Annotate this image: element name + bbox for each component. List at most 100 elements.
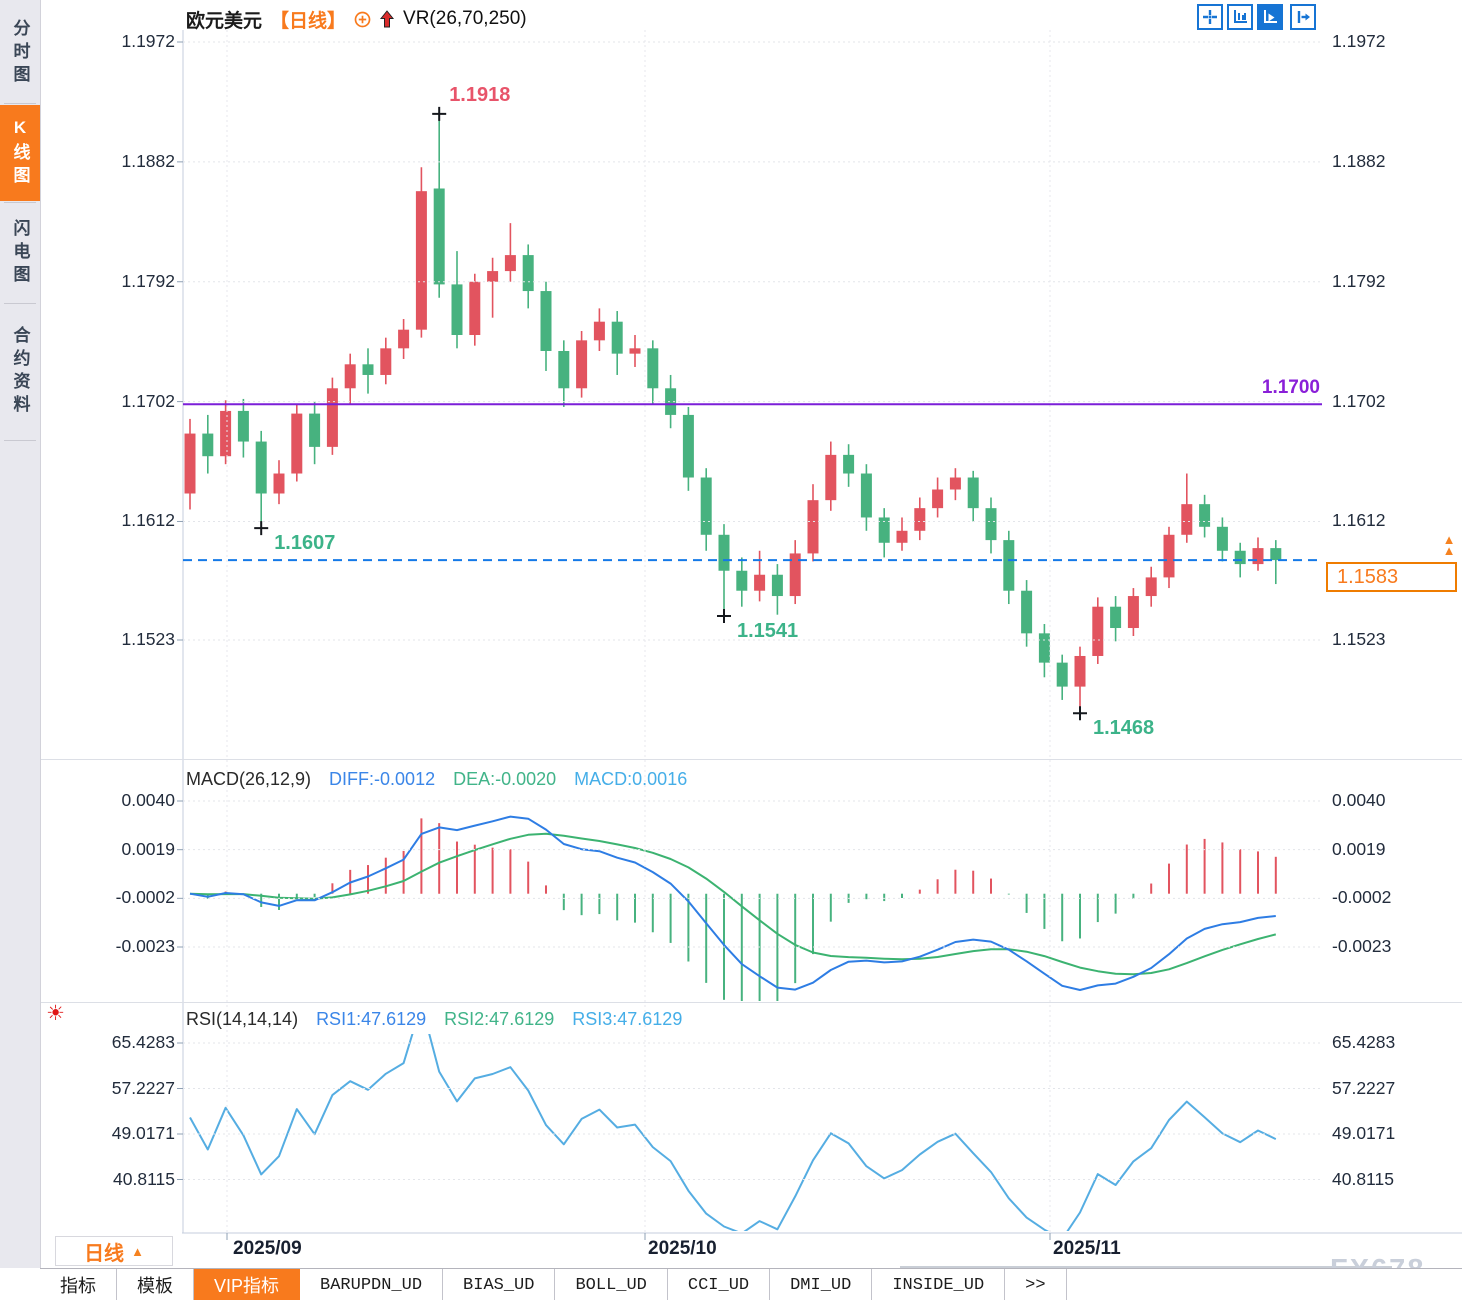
period-selector-button[interactable]: 日线 ▲ — [55, 1236, 173, 1266]
macd-bar-value: MACD:0.0016 — [574, 768, 688, 789]
period-tag: 【日线】 — [270, 10, 347, 32]
period-label: 日线 — [84, 1242, 125, 1265]
y-axis-label: 57.2227 — [111, 1077, 175, 1098]
scrollbar-track[interactable] — [900, 1266, 1392, 1268]
candlestick — [807, 500, 819, 554]
current-price-box: 1.1583 — [1326, 562, 1457, 592]
tab-dmi-ud[interactable]: DMI_UD — [770, 1269, 873, 1300]
bottom-tab-bar: 指标 模板 VIP指标 BARUPDN_UD BIAS_UD BOLL_UD C… — [40, 1268, 1462, 1300]
candlestick — [629, 348, 641, 354]
diff-line — [189, 815, 1276, 991]
candlestick — [967, 477, 979, 509]
sidebar-item-label: K线图 — [10, 117, 30, 189]
y-axis-label: 0.0040 — [121, 790, 175, 810]
price-header: 欧元美元 【日线】 VR(26,70,250) — [186, 6, 527, 32]
candlestick — [1145, 577, 1157, 597]
candlestick — [220, 410, 232, 457]
high-price-annotation: 1.1918 — [449, 83, 511, 106]
candlestick — [914, 508, 926, 531]
candlestick — [504, 255, 516, 272]
divider — [4, 202, 36, 203]
candlestick — [415, 191, 427, 330]
sidebar-item-contract-info[interactable]: 合约资料 — [0, 308, 40, 436]
divider — [4, 303, 36, 304]
sidebar-item-label: 闪电图 — [10, 218, 30, 288]
detach-icon[interactable] — [1290, 4, 1316, 30]
y-axis-label: 1.1612 — [121, 510, 175, 531]
y-axis-label: 1.1702 — [1332, 390, 1386, 411]
sidebar-item-timechart[interactable]: 分时图 — [0, 6, 40, 100]
tab-templates[interactable]: 模板 — [117, 1269, 194, 1300]
y-axis-label: 1.1972 — [1332, 31, 1386, 51]
y-axis-label: 49.0171 — [111, 1123, 175, 1143]
cross-marker — [1073, 706, 1087, 721]
candlestick — [1181, 504, 1193, 535]
candlestick — [754, 574, 766, 591]
hline-price-label: 1.1700 — [1261, 377, 1320, 398]
sidebar-item-label: 分时图 — [10, 18, 30, 88]
low-price-annotation: 1.1607 — [274, 532, 336, 555]
candlestick — [1092, 606, 1104, 656]
candlestick — [1252, 548, 1264, 565]
candlestick — [344, 364, 356, 389]
y-axis-label: 57.2227 — [1332, 1077, 1396, 1098]
candlestick — [665, 388, 677, 415]
y-axis-label: -0.0002 — [1332, 887, 1392, 908]
sidebar-item-flashchart[interactable]: 闪电图 — [0, 205, 40, 301]
tab-barupdn-ud[interactable]: BARUPDN_UD — [300, 1269, 444, 1300]
candlestick — [1056, 662, 1068, 687]
overlay-indicator-name: VR(26,70,250) — [403, 8, 527, 29]
tab-inside-ud[interactable]: INSIDE_UD — [872, 1269, 1006, 1300]
macd-panel — [189, 815, 1277, 1001]
candlestick — [789, 553, 801, 597]
triangle-up-icon: ▲ — [131, 1243, 144, 1259]
y-axis-label: 1.1792 — [121, 270, 175, 291]
rsi3-value: RSI3:47.6129 — [572, 1008, 683, 1029]
candlestick — [202, 433, 214, 457]
tab-bias-ud[interactable]: BIAS_UD — [443, 1269, 556, 1300]
crosshair-icon[interactable] — [1197, 4, 1223, 30]
x-axis-label: 2025/09 — [233, 1238, 302, 1259]
macd-title: MACD(26,12,9) — [186, 768, 312, 789]
tab-indicators[interactable]: 指标 — [40, 1269, 117, 1300]
macd-dea-value: DEA:-0.0020 — [453, 768, 557, 789]
candlestick — [540, 291, 552, 351]
candlestick — [878, 517, 890, 543]
y-axis-label: 0.0019 — [121, 838, 175, 859]
candlestick — [237, 410, 249, 442]
tab-boll-ud[interactable]: BOLL_UD — [555, 1269, 668, 1300]
x-axis-label: 2025/11 — [1053, 1238, 1121, 1259]
candlestick — [647, 348, 659, 389]
y-axis-label: -0.0002 — [115, 887, 175, 908]
indicator-settings-sun-icon[interactable]: ☀ — [46, 1002, 65, 1025]
candlestick — [326, 388, 338, 447]
candlestick — [718, 534, 730, 571]
candlestick — [255, 441, 267, 494]
tab-vip-indicators[interactable]: VIP指标 — [194, 1269, 301, 1300]
candlestick — [825, 454, 837, 501]
axis-scale-icon[interactable] — [1227, 4, 1253, 30]
circle-plus-icon[interactable] — [354, 11, 371, 28]
y-axis-label: -0.0023 — [1332, 936, 1392, 956]
divider — [4, 103, 36, 104]
candlestick — [949, 477, 961, 490]
y-axis-label: 0.0019 — [1332, 838, 1386, 859]
current-price-value: 1.1583 — [1337, 565, 1399, 588]
candlestick — [1110, 606, 1122, 629]
y-axis-label: 1.1523 — [121, 629, 175, 649]
candlestick — [593, 321, 605, 341]
candlestick — [985, 508, 997, 541]
divider — [4, 440, 36, 441]
up-arrow-icon — [379, 9, 395, 27]
tab-more[interactable]: >> — [1005, 1269, 1067, 1300]
sidebar-item-kline[interactable]: K线图 — [0, 105, 40, 201]
candlestick — [1163, 534, 1175, 578]
candlestick — [1127, 596, 1139, 629]
tab-cci-ud[interactable]: CCI_UD — [668, 1269, 771, 1300]
axis-play-icon[interactable] — [1257, 4, 1283, 30]
y-axis-label: 0.0040 — [1332, 790, 1386, 810]
candlestick — [1234, 550, 1246, 565]
y-axis-label: 1.1882 — [121, 150, 175, 171]
candlestick — [291, 413, 303, 474]
